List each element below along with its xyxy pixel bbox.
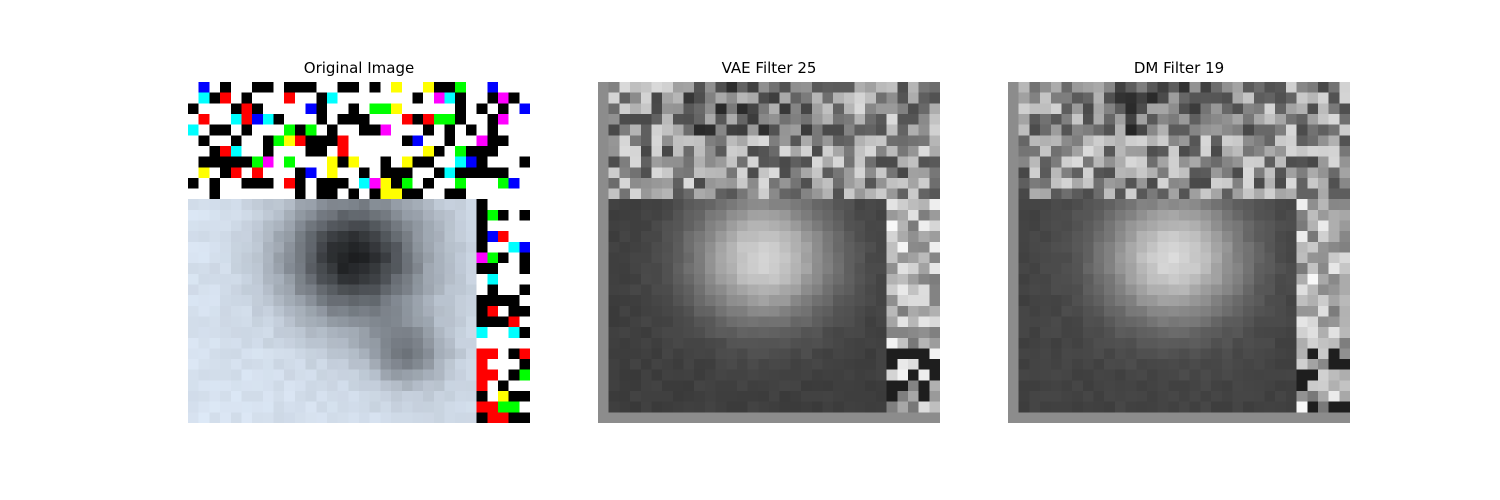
original-image-title: Original Image (303, 59, 415, 77)
dm-filter-title: DM Filter 19 (1133, 59, 1225, 77)
dm-filter-panel: DM Filter 19 (1008, 56, 1350, 423)
vae-filter-image (598, 82, 940, 423)
dm-filter-image (1008, 82, 1350, 423)
original-image-panel: Original Image (188, 56, 530, 423)
original-image (188, 82, 530, 423)
vae-filter-panel: VAE Filter 25 (598, 56, 940, 423)
vae-filter-title: VAE Filter 25 (721, 59, 817, 77)
